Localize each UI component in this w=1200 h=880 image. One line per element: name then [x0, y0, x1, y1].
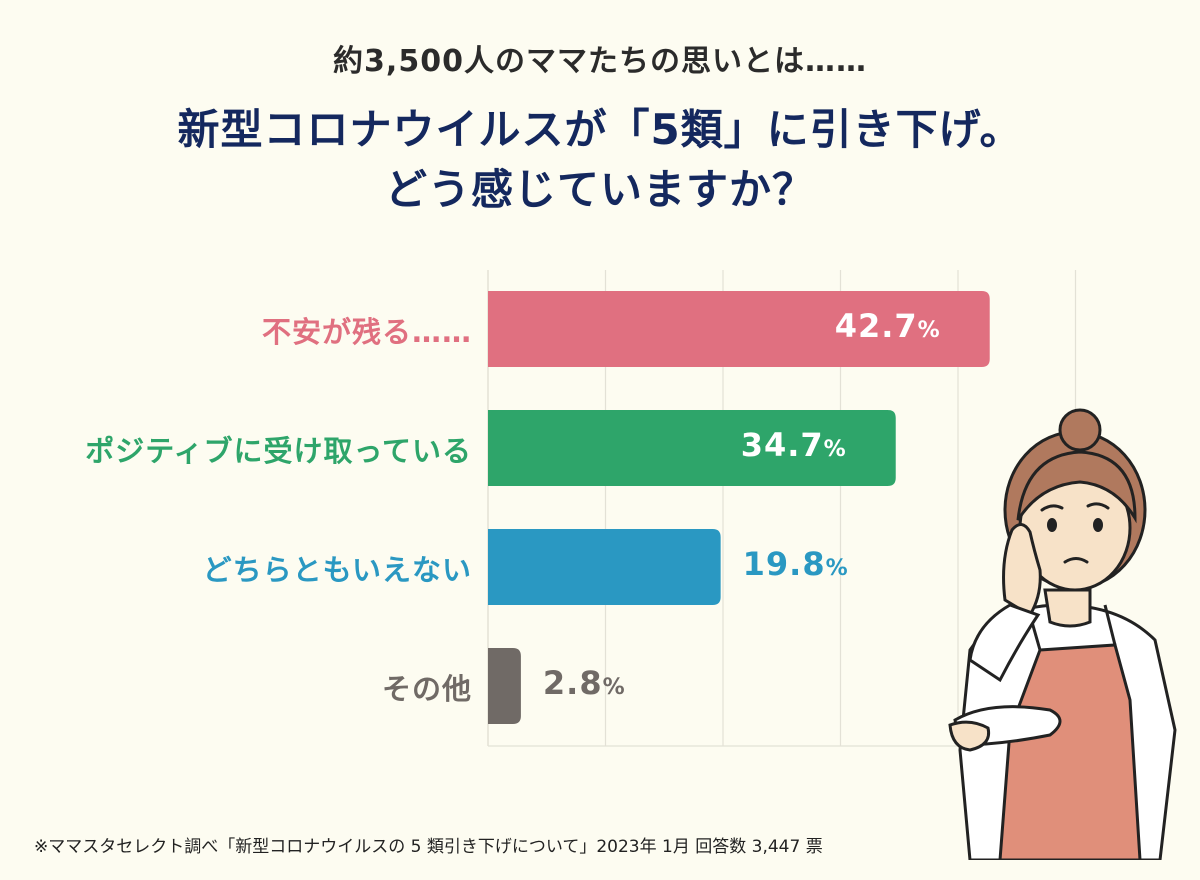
- title-line-2: どう感じていますか？: [384, 165, 815, 214]
- chart-title: 新型コロナウイルスが「5類」に引き下げ。 どう感じていますか？: [0, 100, 1200, 220]
- source-footnote: ※ママスタセレクト調べ「新型コロナウイルスの 5 類引き下げについて」2023年…: [34, 837, 823, 857]
- category-label-0: 不安が残る……: [261, 315, 472, 349]
- category-label-1: ポジティブに受け取っている: [85, 434, 472, 468]
- value-label-0: 42.7%: [834, 307, 941, 345]
- bar-2: [488, 529, 721, 605]
- category-label-2: どちらともいえない: [202, 553, 472, 587]
- chart-subtitle: 約3,500人のママたちの思いとは……: [333, 44, 867, 79]
- title-line-1: 新型コロナウイルスが「5類」に引き下げ。: [177, 105, 1023, 154]
- category-label-3: その他: [381, 672, 472, 706]
- value-label-3: 2.8%: [542, 664, 626, 702]
- bar-0: [488, 291, 990, 367]
- bar-3: [488, 648, 521, 724]
- worried-mom-illustration: [948, 408, 1177, 860]
- value-label-1: 34.7%: [740, 426, 847, 464]
- bar-1: [488, 410, 896, 486]
- value-label-2: 19.8%: [742, 545, 849, 583]
